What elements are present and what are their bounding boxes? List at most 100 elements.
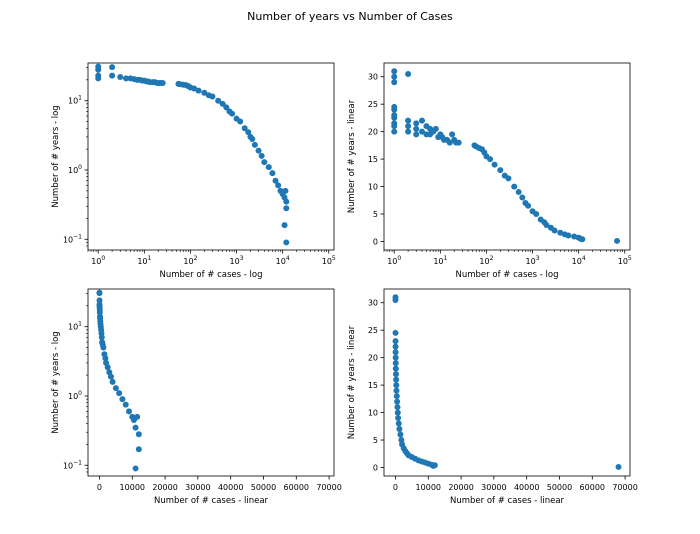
x-tick-label: 103 — [230, 255, 244, 266]
x-tick-label: 104 — [572, 255, 586, 266]
x-tick-label: 30000 — [481, 483, 506, 492]
plot-frame — [87, 62, 335, 251]
x-tick-label-exponent: 0 — [397, 255, 401, 262]
x-tick-label-base: 10 — [618, 257, 628, 266]
x-tick-label: 105 — [618, 255, 632, 266]
data-point — [109, 64, 116, 71]
data-point — [391, 68, 398, 75]
plot-frame — [383, 62, 631, 251]
data-point — [191, 85, 198, 92]
data-point — [491, 161, 498, 168]
data-point — [112, 385, 119, 392]
x-tick-label-base: 10 — [91, 257, 101, 266]
data-point — [249, 136, 256, 143]
x-tick-label: 105 — [322, 255, 336, 266]
data-point — [393, 376, 400, 383]
x-tick-label-base: 10 — [433, 257, 443, 266]
data-point — [392, 343, 399, 350]
x-tick-label: 100 — [387, 255, 401, 266]
data-point — [394, 404, 401, 411]
y-tick-label: 30 — [368, 73, 378, 82]
x-tick-label-exponent: 1 — [444, 255, 448, 262]
data-point — [116, 390, 123, 397]
data-point — [117, 73, 124, 80]
data-point — [132, 465, 139, 472]
x-tick-label-base: 10 — [572, 257, 582, 266]
y-tick-label: 0 — [373, 237, 378, 246]
data-point — [446, 139, 453, 146]
data-point — [245, 129, 252, 136]
data-point — [565, 232, 572, 239]
x-tick-label-exponent: 5 — [628, 255, 632, 262]
data-point — [405, 123, 412, 130]
y-tick-label-exponent: 1 — [78, 95, 82, 102]
y-tick-label-base: 10 — [68, 97, 78, 106]
x-tick-label: 104 — [276, 255, 290, 266]
y-tick-label: 101 — [68, 95, 82, 106]
data-point — [122, 401, 129, 408]
data-point — [241, 125, 248, 132]
y-tick-label: 10−1 — [63, 459, 82, 470]
plot-frame — [87, 288, 335, 477]
data-point — [413, 131, 420, 138]
data-point — [405, 128, 412, 135]
data-point — [455, 139, 462, 146]
y-tick-label: 101 — [68, 321, 82, 332]
x-axis-label: Number of # cases - log — [456, 270, 559, 280]
x-tick-label: 102 — [183, 255, 197, 266]
data-point — [392, 365, 399, 372]
data-point — [391, 79, 398, 86]
y-tick-label: 10 — [368, 409, 378, 418]
data-point — [392, 296, 399, 303]
data-point — [615, 463, 622, 470]
x-tick-label-base: 10 — [276, 257, 286, 266]
x-tick-label: 20000 — [152, 483, 177, 492]
data-point — [393, 393, 400, 400]
x-tick-label: 40000 — [514, 483, 539, 492]
data-point — [261, 159, 268, 166]
x-tick-label-base: 10 — [183, 257, 193, 266]
data-point — [209, 93, 216, 100]
y-tick-label-exponent: −1 — [73, 459, 82, 466]
x-axis-label: Number of # cases - linear — [154, 496, 269, 506]
y-tick-label-base: 10 — [63, 235, 73, 244]
y-axis-label: Number of # years - log — [51, 105, 61, 207]
x-tick-label: 10000 — [120, 483, 145, 492]
x-tick-label-base: 10 — [137, 257, 147, 266]
x-tick-label: 0 — [393, 483, 398, 492]
x-tick-label: 100 — [91, 255, 105, 266]
x-tick-label: 40000 — [218, 483, 243, 492]
data-point — [405, 70, 412, 77]
data-point — [255, 147, 262, 154]
data-point — [395, 415, 402, 422]
data-point — [392, 349, 399, 356]
data-point — [418, 128, 425, 135]
y-tick-label: 0 — [373, 463, 378, 472]
x-tick-label-base: 10 — [479, 257, 489, 266]
data-point — [281, 222, 288, 229]
data-point — [269, 170, 276, 177]
x-tick-label: 60000 — [284, 483, 309, 492]
y-tick-label-exponent: 0 — [78, 390, 82, 397]
data-point — [109, 378, 116, 385]
y-tick-label-exponent: 0 — [78, 164, 82, 171]
data-point — [393, 382, 400, 389]
data-point — [525, 202, 532, 209]
y-axis-label: Number of # years - linear — [347, 99, 357, 213]
x-tick-label-base: 10 — [387, 257, 397, 266]
y-axis-label: Number of # years - log — [51, 331, 61, 433]
x-tick-label-exponent: 1 — [148, 255, 152, 262]
data-point — [398, 437, 405, 444]
data-point — [122, 75, 129, 82]
x-tick-label-exponent: 3 — [240, 255, 244, 262]
data-point — [543, 222, 550, 229]
y-tick-label: 20 — [368, 128, 378, 137]
data-point — [159, 80, 166, 87]
data-point — [413, 120, 420, 127]
data-point — [201, 89, 208, 96]
x-tick-label: 20000 — [448, 483, 473, 492]
data-point — [430, 462, 437, 469]
